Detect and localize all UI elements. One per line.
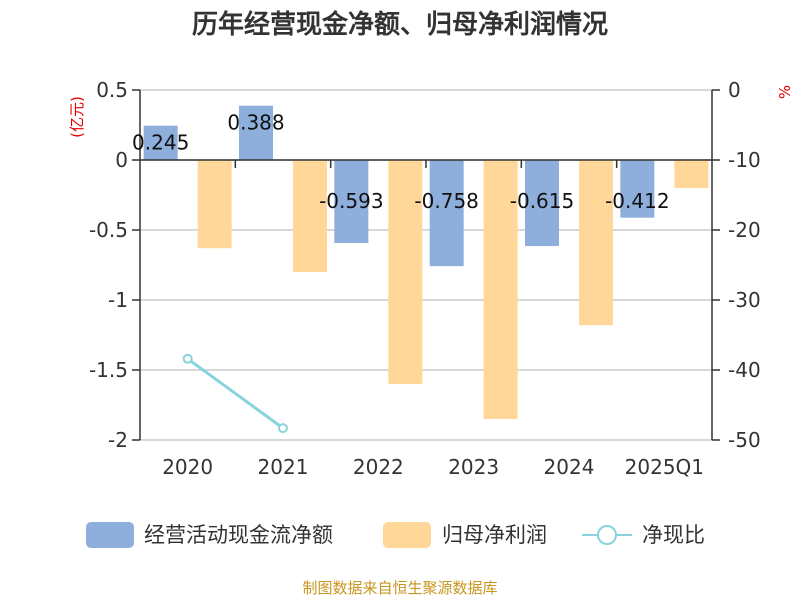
legend-label-ratio: 净现比 (642, 523, 705, 547)
left-tick-label: -0.5 (89, 218, 128, 242)
legend-label-cashflow: 经营活动现金流净额 (144, 523, 333, 547)
x-tick-label: 2023 (448, 455, 499, 479)
right-tick-label: -30 (728, 288, 761, 312)
net-cash-ratio-line (182, 353, 288, 434)
left-tick-label: -1.5 (89, 358, 128, 382)
x-tick-label: 2025Q1 (625, 455, 704, 479)
right-tick-label: 0 (728, 78, 741, 102)
data-label-cashflow: -0.593 (319, 189, 383, 213)
bar-profit (579, 160, 613, 326)
left-tick-label: 0.5 (96, 78, 128, 102)
source-note: 制图数据来自恒生聚源数据库 (302, 579, 497, 597)
right-axis-ticks: 0 -10 -20 -30 -40 -50 (728, 78, 761, 452)
bar-cashflow (239, 105, 273, 160)
left-axis-ticks: 0.5 0 -0.5 -1 -1.5 -2 (89, 78, 128, 452)
bar-profit (483, 160, 518, 419)
x-tick-label: 2021 (258, 455, 309, 479)
legend-marker-ratio (597, 525, 617, 545)
left-tick-label: -1 (108, 288, 128, 312)
point-ratio (182, 353, 193, 364)
data-labels: 0.245 0.388 -0.593 -0.758 -0.615 -0.412 (132, 111, 670, 213)
left-tick-label: 0 (115, 148, 128, 172)
x-tick-label: 2020 (162, 455, 213, 479)
bar-profit (197, 160, 232, 249)
right-tick-label: -10 (728, 148, 761, 172)
left-axis-unit: (亿元) (68, 96, 86, 138)
data-label-cashflow: -0.758 (414, 189, 478, 213)
x-tick-label: 2024 (544, 455, 595, 479)
legend-swatch-cashflow (86, 522, 134, 548)
bars (143, 105, 709, 419)
bar-cashflow (525, 160, 559, 247)
data-label-cashflow: 0.388 (227, 111, 284, 135)
left-tick-label: -2 (108, 428, 128, 452)
bar-cashflow (620, 160, 655, 218)
data-label-cashflow: -0.615 (510, 189, 574, 213)
data-label-cashflow: 0.245 (132, 131, 189, 155)
legend-label-profit: 归母净利润 (442, 523, 547, 547)
chart-title: 历年经营现金净额、归母净利润情况 (192, 9, 608, 40)
bar-profit (674, 160, 709, 188)
right-tick-label: -50 (728, 428, 761, 452)
bar-cashflow (334, 160, 369, 244)
legend: 经营活动现金流净额 归母净利润 净现比 (86, 522, 705, 548)
bar-cashflow (429, 160, 464, 267)
data-label-cashflow: -0.412 (605, 189, 669, 213)
bar-profit (293, 160, 327, 272)
legend-item-profit[interactable]: 归母净利润 (383, 522, 547, 548)
line-ratio (186, 357, 284, 430)
axes (132, 89, 720, 441)
x-axis-ticks: 2020 2021 2022 2023 2024 2025Q1 (162, 455, 704, 479)
point-ratio (278, 423, 288, 434)
x-tick-label: 2022 (353, 455, 404, 479)
right-tick-label: -40 (728, 358, 761, 382)
right-axis-unit: % (776, 85, 794, 99)
bar-cashflow (143, 125, 178, 160)
legend-item-cashflow[interactable]: 经营活动现金流净额 (86, 522, 333, 548)
legend-item-ratio[interactable]: 净现比 (582, 523, 705, 547)
bar-profit (388, 160, 423, 384)
right-tick-label: -20 (728, 218, 761, 242)
legend-swatch-profit (383, 522, 431, 548)
